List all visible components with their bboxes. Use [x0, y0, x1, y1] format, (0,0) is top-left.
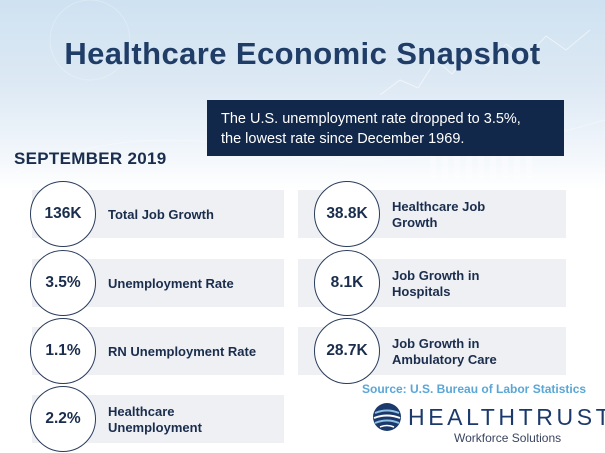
- stat-label-line: RN Unemployment Rate: [108, 344, 257, 359]
- stat-label: Job Growth in Ambulatory Care: [392, 336, 497, 368]
- callout-line-1: The U.S. unemployment rate dropped to 3.…: [221, 111, 521, 127]
- stat-value-circle: 3.5%: [30, 250, 96, 316]
- stat-label-line: Healthcare Job: [392, 199, 486, 214]
- stat-label: Healthcare Job Growth: [392, 199, 485, 231]
- stat-label: Job Growth in Hospitals: [392, 268, 479, 300]
- period-heading: SEPTEMBER 2019: [14, 149, 167, 168]
- stat-label-line: Job Growth in: [392, 268, 480, 283]
- stat-label-line: Growth: [392, 215, 438, 230]
- hero-banner: [0, 0, 605, 190]
- stat-label: Healthcare Unemployment: [108, 404, 202, 436]
- healthtrust-logo: HEALTHTRUST™ Workforce Solutions: [372, 400, 605, 448]
- page-title: Healthcare Economic Snapshot: [64, 36, 541, 71]
- stat-label-line: Unemployment: [108, 420, 202, 435]
- stat-label: RN Unemployment Rate: [108, 344, 256, 360]
- callout-banner: The U.S. unemployment rate dropped to 3.…: [207, 100, 564, 156]
- stat-label-line: Hospitals: [392, 284, 451, 299]
- stat-value-circle: 8.1K: [314, 250, 380, 316]
- logo-wordmark: HEALTHTRUST™: [408, 404, 605, 431]
- logo-subtitle: Workforce Solutions: [454, 431, 562, 445]
- stat-label-line: Job Growth in: [392, 336, 480, 351]
- globe-icon: [373, 403, 401, 431]
- stat-value-circle: 28.7K: [314, 318, 380, 384]
- stat-value-circle: 38.8K: [314, 181, 380, 247]
- stat-label: Total Job Growth: [108, 207, 214, 223]
- source-note: Source: U.S. Bureau of Labor Statistics: [362, 382, 587, 396]
- logo-wordmark-text: HEALTHTRUST: [408, 404, 605, 430]
- stat-value-circle: 1.1%: [30, 318, 96, 384]
- stat-value-circle: 136K: [30, 181, 96, 247]
- stat-value-circle: 2.2%: [30, 386, 96, 452]
- stat-label-line: Total Job Growth: [108, 207, 214, 222]
- stat-label-line: Healthcare: [108, 404, 175, 419]
- callout-line-2: the lowest rate since December 1969.: [221, 131, 465, 147]
- stat-label-line: Ambulatory Care: [392, 352, 497, 367]
- stat-label-line: Unemployment Rate: [108, 276, 234, 291]
- stat-label: Unemployment Rate: [108, 276, 234, 292]
